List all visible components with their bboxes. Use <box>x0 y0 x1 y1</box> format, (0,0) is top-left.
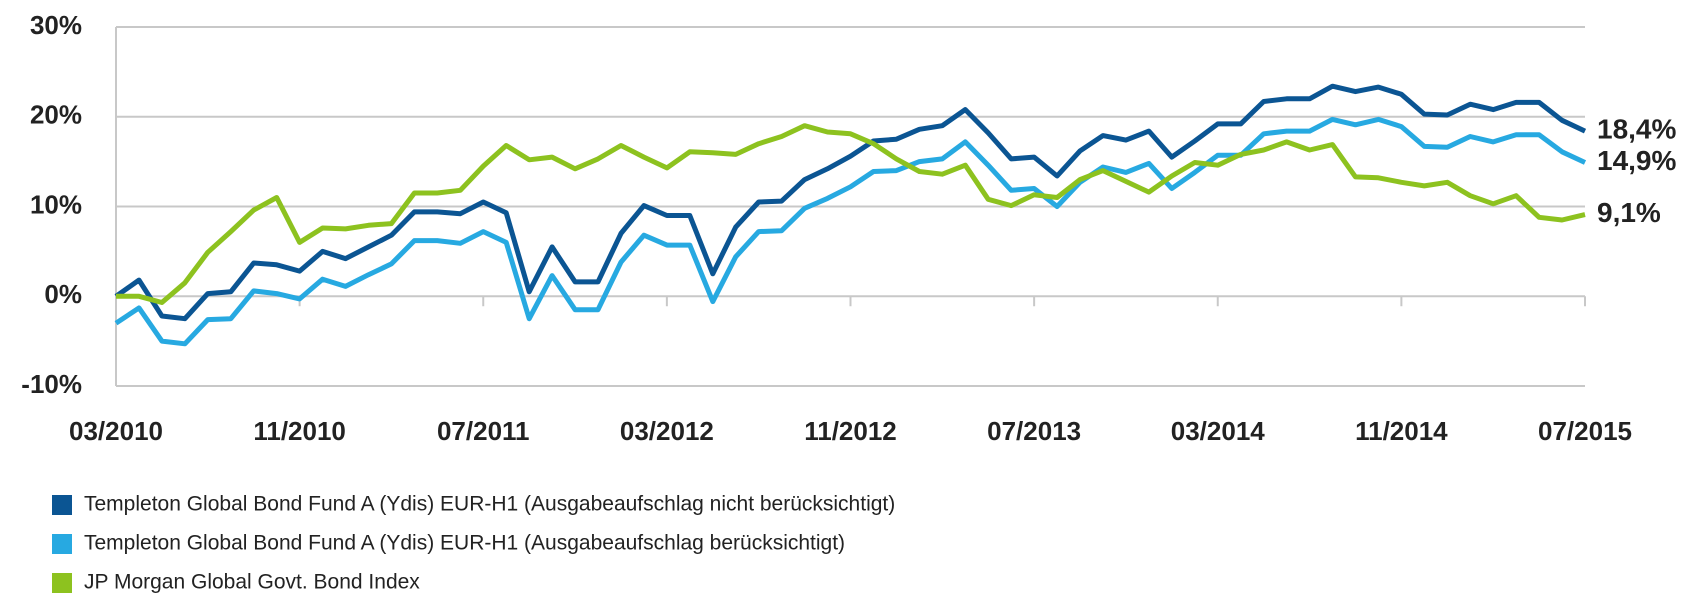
y-tick-label: 10% <box>30 189 82 219</box>
series-line <box>114 83 1587 322</box>
x-tick-label: 07/2011 <box>437 416 530 446</box>
y-tick-label: -10% <box>21 369 82 399</box>
x-tick-label: 03/2014 <box>1171 416 1266 446</box>
y-tick-label: 30% <box>30 10 82 40</box>
x-tick-label: 03/2012 <box>620 416 714 446</box>
y-tick-label: 20% <box>30 100 82 130</box>
x-tick-label: 07/2015 <box>1538 416 1632 446</box>
legend-label: Templeton Global Bond Fund A (Ydis) EUR-… <box>84 532 845 555</box>
legend-label: Templeton Global Bond Fund A (Ydis) EUR-… <box>84 493 895 516</box>
x-tick-label: 11/2010 <box>253 416 346 446</box>
end-label: 14,9% <box>1597 145 1676 176</box>
series-line <box>116 123 1586 305</box>
legend-swatch <box>52 495 72 515</box>
end-label: 18,4% <box>1597 114 1676 145</box>
legend-swatch <box>52 573 72 593</box>
x-tick-label: 03/2010 <box>69 416 163 446</box>
y-tick-label: 0% <box>44 279 82 309</box>
legend-swatch <box>52 534 72 554</box>
x-tick-label: 07/2013 <box>987 416 1081 446</box>
series-line <box>114 116 1587 347</box>
end-label: 9,1% <box>1597 197 1661 228</box>
legend-label: JP Morgan Global Govt. Bond Index <box>84 571 420 594</box>
x-tick-label: 11/2012 <box>804 416 897 446</box>
x-tick-label: 11/2014 <box>1355 416 1448 446</box>
